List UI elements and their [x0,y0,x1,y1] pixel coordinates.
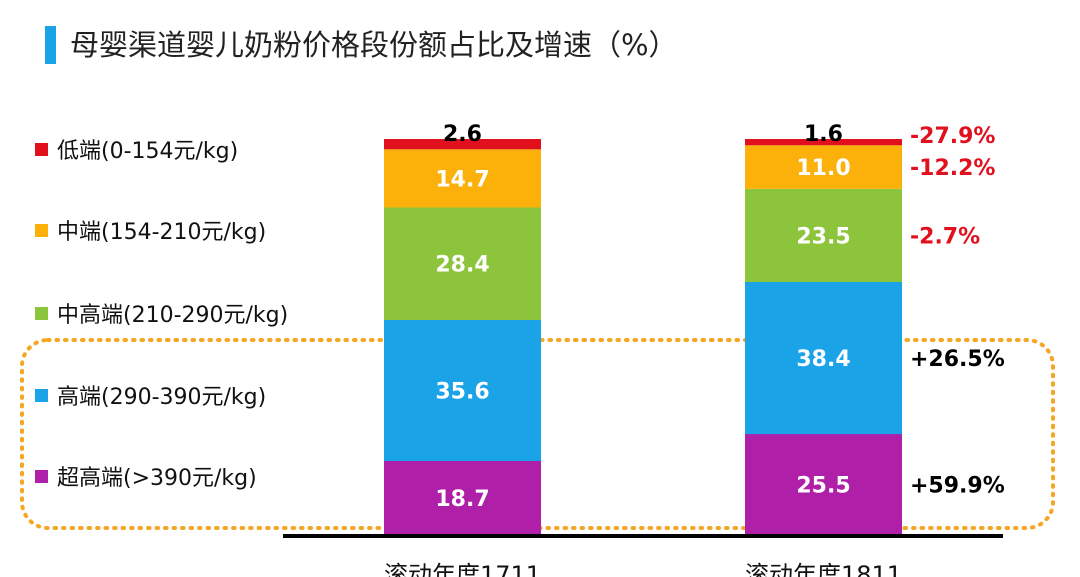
title-accent-bar [45,26,56,64]
growth-label-2: -12.2% [910,156,995,181]
data-label-2-2: 38.4 [796,347,850,372]
legend-label-3: 中高端(210-290元/kg) [57,303,288,328]
bar-segment-2-5 [745,139,902,146]
bar-segment-2-1 [745,434,902,535]
data-label-2-4: 11.0 [796,156,850,181]
data-label-2-3: 23.5 [796,224,850,249]
legend-swatch-4 [35,389,48,402]
data-label-1-3: 28.4 [435,253,489,278]
legend-label-5: 超高端(>390元/kg) [57,466,257,491]
data-label-2-1: 25.5 [796,474,850,499]
legend-swatch-2 [35,224,48,237]
x-tick-label-1: 滚动年度1711 [384,561,541,577]
data-label-1-2: 35.6 [435,379,489,404]
legend-swatch-3 [35,307,48,320]
legend-label-2: 中端(154-210元/kg) [57,220,266,245]
data-label-1-4: 14.7 [435,167,489,192]
legend-swatch-5 [35,470,48,483]
legend-label-4: 高端(290-390元/kg) [57,385,266,410]
bar-segment-2-4 [745,145,902,189]
bar-segment-1-4 [384,149,541,208]
growth-label-4: +26.5% [910,347,1005,372]
data-label-1-5: 2.6 [443,122,482,147]
data-label-2-5: 1.6 [804,122,843,147]
growth-label-5: +59.9% [910,474,1005,499]
legend-label-1: 低端(0-154元/kg) [57,139,238,164]
chart-title: 母婴渠道婴儿奶粉价格段份额占比及增速（%） [70,28,678,62]
bar-segment-2-2 [745,282,902,435]
bar-segment-2-3 [745,188,902,282]
x-tick-label-2: 滚动年度1811 [745,561,902,577]
bar-segment-1-1 [384,460,541,535]
bar-segment-1-5 [384,139,541,150]
growth-label-3: -2.7% [910,224,980,249]
bar-segment-1-3 [384,207,541,320]
growth-label-1: -27.9% [910,124,995,149]
legend-swatch-1 [35,143,48,156]
bar-segment-1-2 [384,320,541,461]
data-label-1-1: 18.7 [435,487,489,512]
